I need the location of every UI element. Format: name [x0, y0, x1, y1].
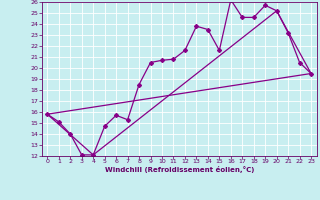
X-axis label: Windchill (Refroidissement éolien,°C): Windchill (Refroidissement éolien,°C)	[105, 166, 254, 173]
